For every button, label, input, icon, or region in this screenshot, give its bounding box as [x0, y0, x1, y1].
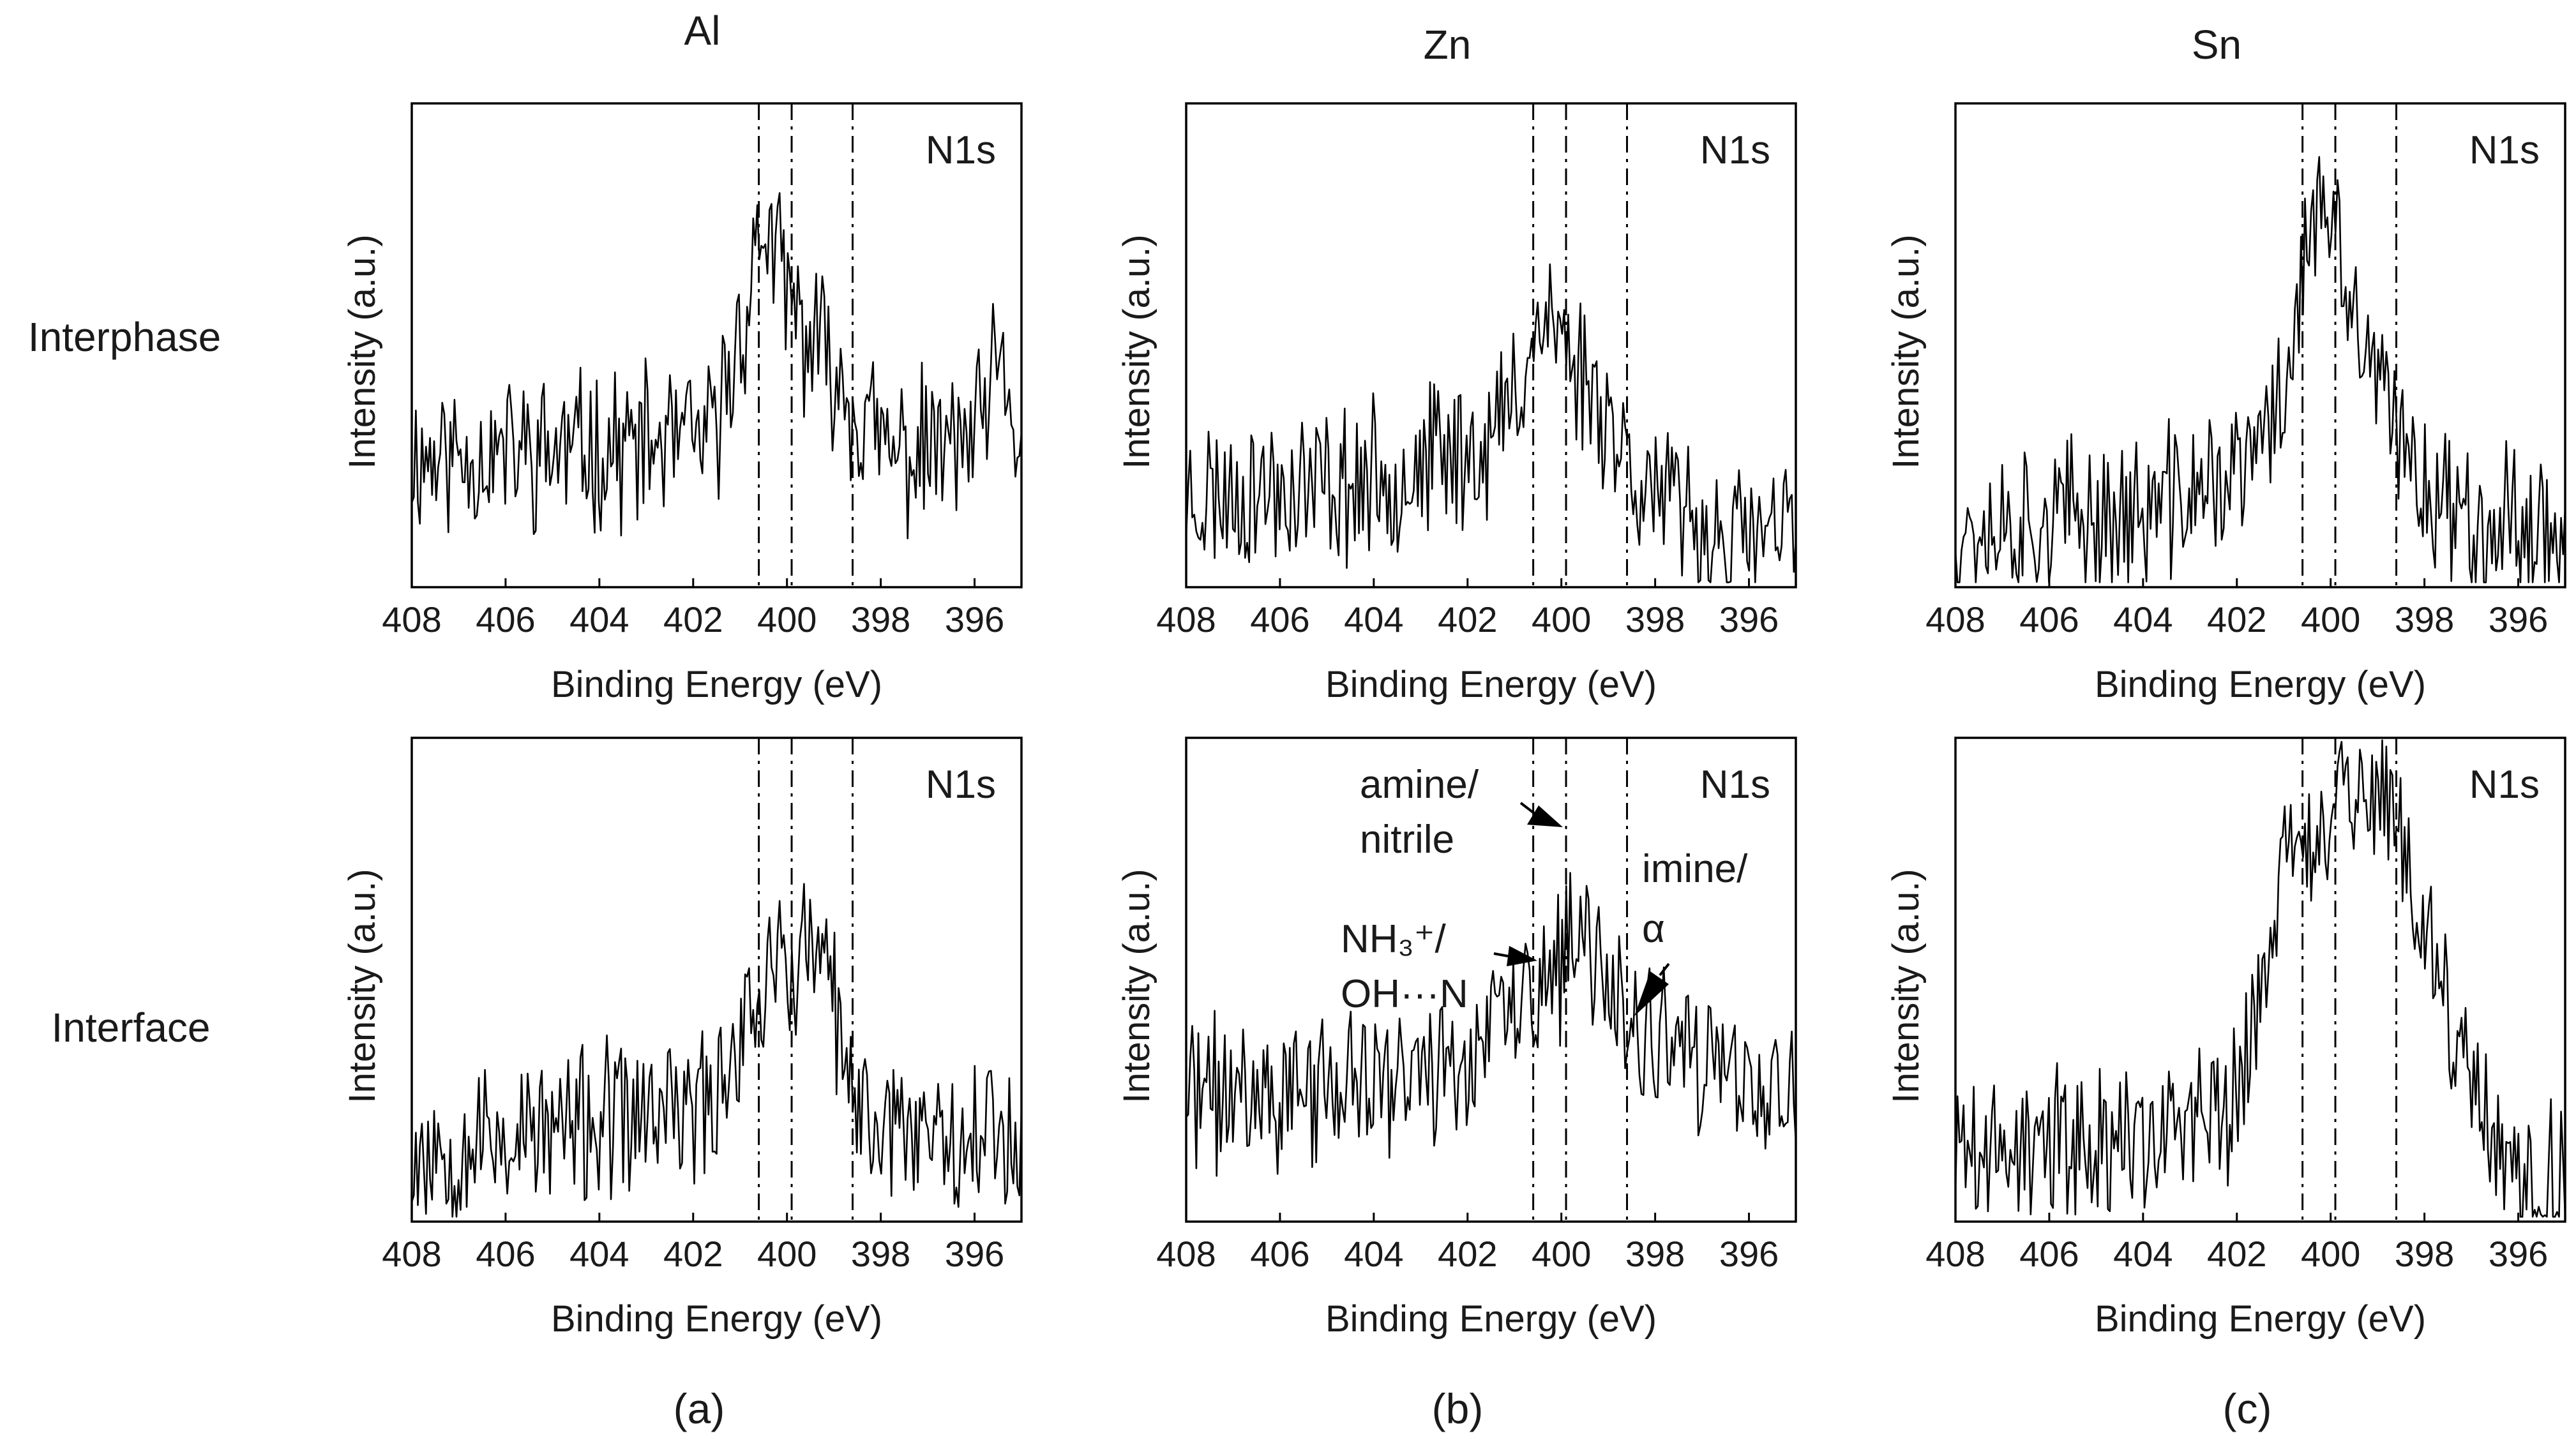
plot-frame-sn-interphase — [1954, 102, 2566, 588]
panel-al-interphase: 408 406 404 402 400 398 396 Binding Energy (eV)… — [342, 102, 1023, 705]
x-tick-label-sn-interphase-400: 400 — [2301, 599, 2360, 640]
x-tick-label-zn-interface-404: 404 — [1344, 1234, 1403, 1274]
x-tick-label-al-interface-408: 408 — [382, 1234, 441, 1274]
x-tick-label-zn-interphase-398: 398 — [1625, 599, 1685, 640]
region-label-zn-interphase: N1s — [1700, 128, 1770, 172]
panel-tag-c: (c) — [2223, 1385, 2272, 1432]
x-tick-label-al-interphase-396: 396 — [945, 599, 1004, 640]
peak-annotations: amine/ nitrile NH₃⁺/ OH···N imine/ α — [1341, 763, 1748, 1016]
x-tick-label-sn-interphase-404: 404 — [2113, 599, 2173, 640]
x-tick-label-al-interface-400: 400 — [757, 1234, 817, 1274]
x-tick-label-al-interphase-398: 398 — [851, 599, 910, 640]
panel-al-interface: 408 406 404 402 400 398 396 Binding Energy (eV)… — [342, 737, 1023, 1340]
column-title-zn: Zn — [1424, 22, 1472, 68]
x-tick-label-sn-interface-400: 400 — [2301, 1234, 2360, 1274]
column-title-al: Al — [684, 8, 721, 54]
x-tick-label-sn-interface-406: 406 — [2019, 1234, 2079, 1274]
row-label-interphase: Interphase — [28, 314, 221, 360]
plot-frame-zn-interphase — [1185, 102, 1797, 588]
region-label-al-interface: N1s — [926, 763, 996, 807]
x-tick-label-sn-interphase-406: 406 — [2019, 599, 2079, 640]
x-tick-label-sn-interphase-402: 402 — [2207, 599, 2266, 640]
x-tick-label-zn-interphase-406: 406 — [1250, 599, 1309, 640]
x-tick-label-al-interphase-408: 408 — [382, 599, 441, 640]
spectrum-line-sn-interphase — [1954, 156, 2566, 583]
annotation-amine-line1: amine/ — [1360, 763, 1479, 807]
x-tick-label-al-interface-402: 402 — [663, 1234, 723, 1274]
x-axis-label-al-interface: Binding Energy (eV) — [551, 1298, 882, 1340]
x-tick-label-al-interphase-402: 402 — [663, 599, 723, 640]
row-label-interface: Interface — [51, 1005, 210, 1051]
region-label-al-interphase: N1s — [926, 128, 996, 172]
region-label-zn-interface: N1s — [1700, 763, 1770, 807]
x-tick-label-zn-interface-400: 400 — [1532, 1234, 1591, 1274]
y-axis-label-sn-interphase: Intensity (a.u.) — [1885, 234, 1927, 468]
y-axis-label-al-interphase: Intensity (a.u.) — [342, 234, 383, 468]
x-tick-label-al-interface-406: 406 — [476, 1234, 535, 1274]
spectrum-line-al-interface — [411, 883, 1023, 1218]
x-tick-label-sn-interphase-398: 398 — [2395, 599, 2454, 640]
x-tick-label-sn-interphase-396: 396 — [2489, 599, 2548, 640]
x-tick-label-al-interface-404: 404 — [569, 1234, 629, 1274]
annotation-nh3-line2: OH···N — [1341, 972, 1468, 1016]
x-tick-label-sn-interface-396: 396 — [2489, 1234, 2548, 1274]
region-label-sn-interface: N1s — [2469, 763, 2540, 807]
panel-sn-interface: 408 406 404 402 400 398 396 Binding Energy (eV)… — [1885, 737, 2566, 1340]
spectrum-line-zn-interface — [1185, 872, 1797, 1177]
plot-frame-al-interphase — [411, 102, 1023, 588]
annotation-nh3-line1: NH₃⁺/ — [1341, 917, 1447, 961]
spectrum-line-zn-interphase — [1185, 263, 1797, 583]
x-tick-label-sn-interface-404: 404 — [2113, 1234, 2173, 1274]
x-tick-label-zn-interface-408: 408 — [1156, 1234, 1216, 1274]
spectra-panels: 408 406 404 402 400 398 396 Binding Energy (eV)… — [342, 102, 2566, 1340]
x-tick-label-zn-interface-398: 398 — [1625, 1234, 1685, 1274]
arrow-nh3 — [1493, 946, 1537, 966]
spectrum-line-al-interphase — [411, 192, 1023, 539]
x-axis-label-zn-interface: Binding Energy (eV) — [1325, 1298, 1657, 1340]
arrow-amine — [1519, 802, 1563, 827]
x-tick-label-al-interphase-400: 400 — [757, 599, 817, 640]
x-tick-label-zn-interphase-400: 400 — [1532, 599, 1591, 640]
x-axis-label-sn-interface: Binding Energy (eV) — [2095, 1298, 2426, 1340]
y-axis-label-zn-interphase: Intensity (a.u.) — [1116, 234, 1157, 468]
x-tick-label-zn-interphase-408: 408 — [1156, 599, 1216, 640]
column-title-sn: Sn — [2192, 22, 2241, 68]
plot-frame-al-interface — [411, 737, 1023, 1223]
x-tick-label-al-interphase-404: 404 — [569, 599, 629, 640]
panel-tag-b: (b) — [1432, 1385, 1484, 1432]
y-axis-label-al-interface: Intensity (a.u.) — [342, 869, 383, 1103]
x-tick-label-zn-interface-406: 406 — [1250, 1234, 1309, 1274]
x-tick-label-al-interphase-406: 406 — [476, 599, 535, 640]
plot-frame-sn-interface — [1954, 737, 2566, 1223]
panel-zn-interphase: 408 406 404 402 400 398 396 Binding Energy (eV)… — [1116, 102, 1797, 705]
x-tick-label-sn-interface-402: 402 — [2207, 1234, 2266, 1274]
x-tick-label-sn-interphase-408: 408 — [1925, 599, 1985, 640]
annotation-imine-line2: α — [1642, 907, 1665, 951]
x-tick-label-zn-interface-396: 396 — [1719, 1234, 1779, 1274]
x-tick-label-al-interface-396: 396 — [945, 1234, 1004, 1274]
x-tick-label-zn-interphase-404: 404 — [1344, 599, 1403, 640]
panel-sn-interphase: 408 406 404 402 400 398 396 Binding Energy (eV)… — [1885, 102, 2566, 705]
plot-frame-zn-interface — [1185, 737, 1797, 1223]
region-label-sn-interphase: N1s — [2469, 128, 2540, 172]
arrow-imine — [1634, 962, 1670, 1016]
y-axis-label-zn-interface: Intensity (a.u.) — [1116, 869, 1157, 1103]
y-axis-label-sn-interface: Intensity (a.u.) — [1885, 869, 1927, 1103]
panel-tag-a: (a) — [674, 1385, 725, 1432]
x-tick-label-sn-interface-398: 398 — [2395, 1234, 2454, 1274]
x-tick-label-sn-interface-408: 408 — [1925, 1234, 1985, 1274]
annotation-amine-line2: nitrile — [1360, 818, 1454, 862]
x-axis-label-al-interphase: Binding Energy (eV) — [551, 664, 882, 705]
panel-zn-interface: 408 406 404 402 400 398 396 Binding Energy (eV)… — [1116, 737, 1797, 1340]
annotation-imine-line1: imine/ — [1642, 847, 1748, 891]
x-axis-label-sn-interphase: Binding Energy (eV) — [2095, 664, 2426, 705]
x-axis-label-zn-interphase: Binding Energy (eV) — [1325, 664, 1657, 705]
x-tick-label-zn-interphase-396: 396 — [1719, 599, 1779, 640]
x-tick-label-zn-interphase-402: 402 — [1438, 599, 1497, 640]
spectrum-line-sn-interface — [1954, 739, 2566, 1218]
x-tick-label-zn-interface-402: 402 — [1438, 1234, 1497, 1274]
x-tick-label-al-interface-398: 398 — [851, 1234, 910, 1274]
